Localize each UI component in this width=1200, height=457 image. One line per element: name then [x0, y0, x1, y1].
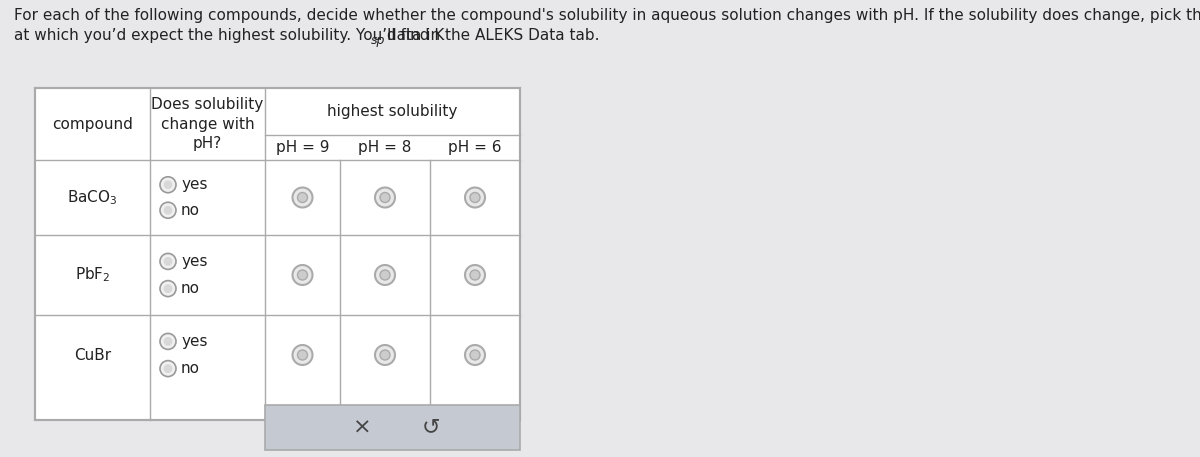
Text: compound: compound	[52, 117, 133, 132]
Circle shape	[374, 187, 395, 207]
Circle shape	[163, 257, 173, 266]
Bar	[35, 88, 520, 420]
Circle shape	[160, 177, 176, 193]
Circle shape	[466, 345, 485, 365]
Text: yes: yes	[181, 254, 208, 269]
Text: ×: ×	[353, 418, 371, 437]
Circle shape	[466, 187, 485, 207]
Bar	[265, 405, 520, 450]
Text: BaCO$_3$: BaCO$_3$	[67, 188, 118, 207]
Text: yes: yes	[181, 334, 208, 349]
Text: sp: sp	[371, 34, 385, 47]
Circle shape	[470, 350, 480, 360]
Text: no: no	[181, 203, 200, 218]
Circle shape	[293, 345, 312, 365]
Circle shape	[163, 284, 173, 293]
Circle shape	[380, 270, 390, 280]
Text: CuBr: CuBr	[74, 347, 112, 362]
Circle shape	[298, 192, 307, 202]
Text: pH = 8: pH = 8	[359, 140, 412, 155]
Text: data in the ALEKS Data tab.: data in the ALEKS Data tab.	[383, 28, 600, 43]
Circle shape	[160, 334, 176, 350]
Circle shape	[160, 361, 176, 377]
Text: pH = 6: pH = 6	[449, 140, 502, 155]
Circle shape	[466, 265, 485, 285]
Circle shape	[160, 253, 176, 269]
Circle shape	[374, 265, 395, 285]
Text: ↺: ↺	[421, 418, 440, 437]
Text: pH = 9: pH = 9	[276, 140, 329, 155]
Circle shape	[380, 350, 390, 360]
Text: yes: yes	[181, 177, 208, 192]
Circle shape	[470, 270, 480, 280]
Circle shape	[293, 265, 312, 285]
Circle shape	[160, 202, 176, 218]
Text: highest solubility: highest solubility	[328, 104, 457, 119]
Circle shape	[470, 192, 480, 202]
Text: no: no	[181, 281, 200, 296]
Circle shape	[293, 187, 312, 207]
Circle shape	[163, 206, 173, 215]
Circle shape	[298, 350, 307, 360]
Circle shape	[163, 181, 173, 189]
Circle shape	[380, 192, 390, 202]
Circle shape	[160, 281, 176, 297]
Text: Does solubility
change with
pH?: Does solubility change with pH?	[151, 97, 264, 151]
Text: PbF$_2$: PbF$_2$	[74, 266, 110, 284]
Text: no: no	[181, 361, 200, 376]
Text: at which you’d expect the highest solubility. You’ll find K: at which you’d expect the highest solubi…	[14, 28, 444, 43]
Text: For each of the following compounds, decide whether the compound's solubility in: For each of the following compounds, dec…	[14, 8, 1200, 23]
Circle shape	[374, 345, 395, 365]
Circle shape	[298, 270, 307, 280]
Circle shape	[163, 364, 173, 373]
Circle shape	[163, 337, 173, 346]
